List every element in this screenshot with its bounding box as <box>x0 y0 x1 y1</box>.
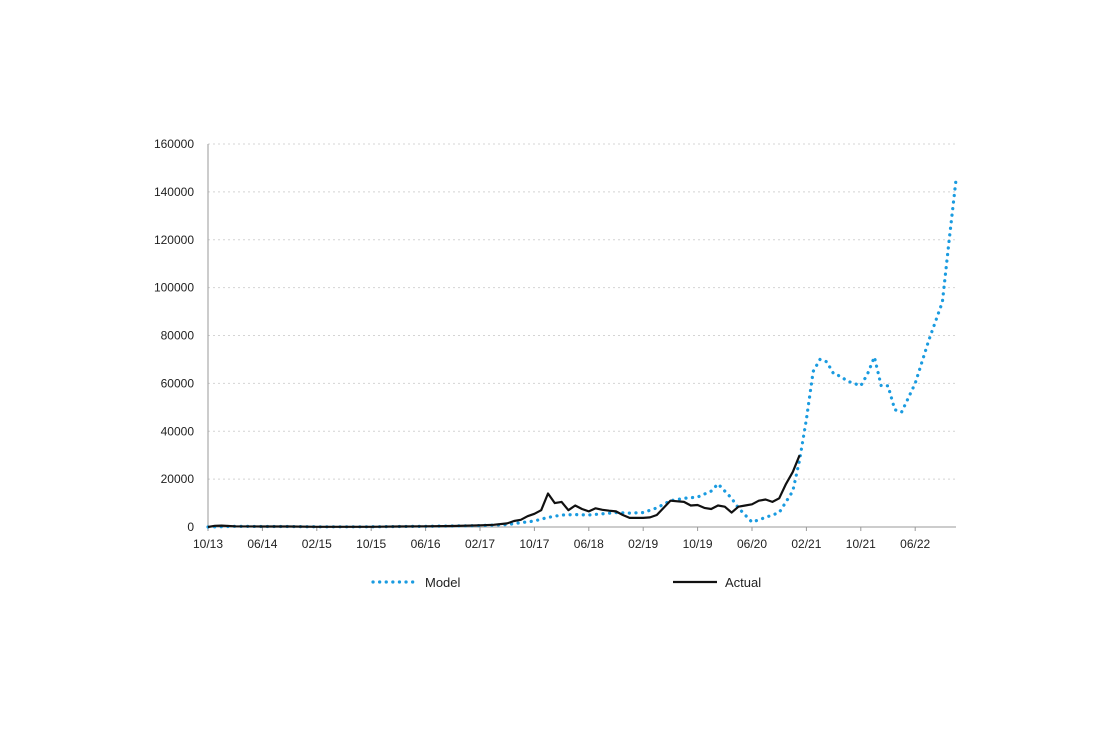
series-lines <box>206 178 958 529</box>
x-tick-label: 06/16 <box>411 537 441 551</box>
x-tick-label: 10/21 <box>846 537 876 551</box>
x-tick-label: 06/20 <box>737 537 767 551</box>
x-tick-label: 06/22 <box>900 537 930 551</box>
y-tick-label: 0 <box>187 520 194 534</box>
y-tick-label: 100000 <box>154 281 194 295</box>
x-tick-label: 06/18 <box>574 537 604 551</box>
x-tick-label: 10/17 <box>519 537 549 551</box>
y-tick-label: 160000 <box>154 137 194 151</box>
y-tick-label: 80000 <box>161 329 195 343</box>
y-tick-label: 40000 <box>161 424 195 438</box>
x-tick-label: 10/19 <box>683 537 713 551</box>
gridlines <box>208 143 956 480</box>
x-tick-label: 10/13 <box>193 537 223 551</box>
y-tick-label: 120000 <box>154 233 194 247</box>
y-tick-label: 20000 <box>161 472 195 486</box>
series-line-model <box>206 178 958 529</box>
legend-label-actual: Actual <box>725 575 761 590</box>
axes: 0 20000 40000 60000 80000 100000 120000 140000 1… <box>154 137 956 551</box>
legend-label-model: Model <box>425 575 461 590</box>
series-line-actual <box>207 454 801 529</box>
x-tick-label: 02/15 <box>302 537 332 551</box>
x-tick-label: 10/15 <box>356 537 386 551</box>
x-tick-label: 02/19 <box>628 537 658 551</box>
y-tick-label: 140000 <box>154 185 194 199</box>
x-tick-label: 06/14 <box>247 537 277 551</box>
x-tick-label: 02/21 <box>791 537 821 551</box>
y-tick-label: 60000 <box>161 376 195 390</box>
legend: Model Actual <box>371 575 761 590</box>
x-tick-label: 02/17 <box>465 537 495 551</box>
